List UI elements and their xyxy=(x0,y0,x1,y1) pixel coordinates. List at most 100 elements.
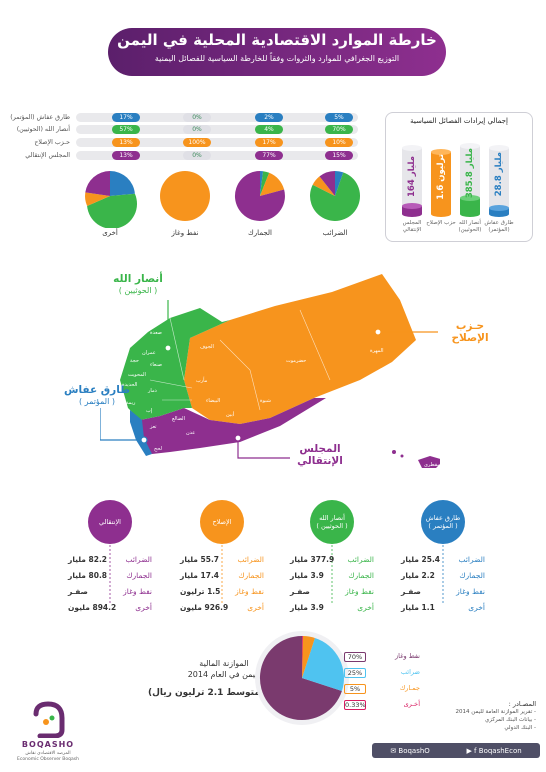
pie-label-other: أخرى xyxy=(102,229,118,237)
sources: المصـادر : - تقرير الموازنة العامة لليمن… xyxy=(455,700,536,731)
table-cell: 0% xyxy=(183,151,211,160)
governorate-label: عمران xyxy=(142,350,156,356)
cylinder-caption-ansar: أنصار الله (الحوثيين) xyxy=(458,220,482,233)
governorate-label: مأرب xyxy=(196,378,208,384)
faction-stat-row: الضرائب 25.4 مليار xyxy=(401,555,485,564)
faction-stat-row: الجمارك 3.9 مليار xyxy=(290,571,374,580)
cylinder-ansar xyxy=(460,143,480,217)
budget-legend-label: نفط وغاز xyxy=(395,652,420,660)
faction-stat-row: الجمارك 80.8 مليار xyxy=(68,571,152,580)
faction-stat-row: نفط وغاز صفـر xyxy=(401,587,485,596)
cylinder-caption-stc: المجلس الإنتقالي xyxy=(402,220,422,233)
pie-charts xyxy=(85,170,361,228)
faction-badge: طارق عفاش( المؤتمر ) xyxy=(421,500,465,544)
budget-legend-label: أخـرى xyxy=(403,700,420,708)
social-handle-1[interactable]: ▶ f BoqashEcon xyxy=(466,746,522,755)
page-title: خارطة الموارد الاقتصادية المحلية في اليم… xyxy=(117,31,437,49)
social-handle-2[interactable]: ✉ BoqashO xyxy=(390,746,430,755)
governorate-label: المهرة xyxy=(370,348,384,354)
pie-label-taxes: الضرائب xyxy=(322,229,348,237)
cylinder-value-stc: 164 مليار xyxy=(407,156,417,197)
revenues-panel-title: إجمالي إيرادات الفصائل السياسية xyxy=(410,117,508,125)
map-label-tareq: طارق عفاش( المؤتمر ) xyxy=(63,384,131,406)
governorate-label: البيضاء xyxy=(206,398,221,404)
budget-pie xyxy=(255,631,349,725)
faction-stat-row: أخرى 1.1 مليار xyxy=(401,603,485,612)
governorate-label: عدن xyxy=(186,430,196,436)
faction-stat-row: الضرائب 55.7 مليار xyxy=(180,555,264,564)
faction-stat-row: الضرائب 377.9 مليار xyxy=(290,555,374,564)
table-row-label: حـزب الإصلاح xyxy=(34,139,70,146)
logo-icon xyxy=(33,701,65,738)
governorate-label: الضالع xyxy=(172,416,185,422)
logo-wordmark: BOQASHO xyxy=(21,740,75,749)
cylinder-caption-tareq: طارق عفاش (المؤتمر) xyxy=(484,220,514,233)
faction-stat-row: أخرى 926.9 مليون xyxy=(180,603,264,612)
table-cell: 10% xyxy=(325,138,353,147)
map-label-islah: حـزب الإصلاح xyxy=(451,320,489,344)
governorate-label: الحديدة xyxy=(122,382,138,388)
table-cell: 13% xyxy=(112,138,140,147)
page-subtitle: التوزيع الجغرافي للموارد والثروات وفقاً … xyxy=(108,54,446,64)
faction-connector xyxy=(109,545,444,605)
table-row-label: طارق عفاش (المؤتمر) xyxy=(10,114,70,121)
table-cell: 0% xyxy=(183,113,211,122)
map-label-stc: المجلس الإنتقالي xyxy=(297,443,343,467)
pie-oil-gas xyxy=(160,171,210,221)
table-row-track xyxy=(76,138,358,147)
map-label-ansar: أنصار الله( الحوثيين ) xyxy=(113,273,163,295)
budget-average: (متوسط 2.1 ترليون ريال) xyxy=(147,688,265,698)
faction-stat-row: الضرائب 82.2 مليار xyxy=(68,555,152,564)
cylinder-tareq xyxy=(489,145,509,217)
table-row-label: المجلس الإنتقالي xyxy=(25,152,70,159)
table-row-track xyxy=(76,125,358,134)
faction-badge: أنصار الله( الحوثيين ) xyxy=(310,500,354,544)
governorate-label: حضرموت xyxy=(286,358,307,364)
budget-legend-pct: 25% xyxy=(344,668,366,678)
governorate-label: شبوة xyxy=(260,398,271,404)
revenues-panel xyxy=(385,112,533,242)
table-row-track xyxy=(76,151,358,160)
governorate-label: ريمة xyxy=(126,400,136,406)
governorate-label: ذمار xyxy=(148,388,157,394)
governorate-label: سقطرى xyxy=(424,462,442,468)
cylinder-value-islah: 1.6 ترليون xyxy=(436,154,446,200)
governorate-label: الجوف xyxy=(200,344,214,350)
faction-stat-row: الجمارك 17.4 مليار xyxy=(180,571,264,580)
governorate-label: تعز xyxy=(150,424,157,430)
cylinder-value-tareq: 28.8 مليار xyxy=(494,152,504,197)
cylinder-caption-islah: حزب الإصلاح xyxy=(426,220,456,226)
governorate-label: حجة xyxy=(130,358,139,364)
governorate-label: صنعاء xyxy=(150,362,163,368)
table-row-label: أنصار الله (الحوثيين) xyxy=(16,126,70,133)
faction-stat-row: أخرى 894.2 مليون xyxy=(68,603,152,612)
table-cell: 70% xyxy=(325,125,353,134)
table-cell: 2% xyxy=(255,113,283,122)
faction-stat-row: نفط وغاز صفـر xyxy=(68,587,152,596)
budget-title: الموازنة المالية لليمن في العام 2014 xyxy=(187,659,261,679)
pie-taxes xyxy=(310,170,361,221)
governorate-label: إب xyxy=(146,408,153,414)
budget-legend-pct: 0.33% xyxy=(344,700,366,710)
table-cell: 57% xyxy=(112,125,140,134)
budget-legend-label: ضرائب xyxy=(400,668,420,676)
budget-legend-label: جمـارك xyxy=(399,684,420,692)
table-row-track xyxy=(76,113,358,122)
table-cell: 0% xyxy=(183,125,211,134)
faction-stat-row: أخرى 3.9 مليار xyxy=(290,603,374,612)
faction-stat-row: نفط وغاز 1.5 ترليون xyxy=(180,587,264,596)
pie-other xyxy=(85,171,137,228)
table-cell: 5% xyxy=(325,113,353,122)
table-cell: 17% xyxy=(255,138,283,147)
pie-customs xyxy=(234,170,285,221)
faction-stat-row: نفط وغاز صفـر xyxy=(290,587,374,596)
budget-legend-pct: 5% xyxy=(344,684,366,694)
governorate-label: أبين xyxy=(226,412,235,418)
yemen-map xyxy=(100,274,440,468)
subtitle-line: التوزيع الجغرافي للموارد والثروات وفقاً … xyxy=(154,54,400,63)
social-bar: ✉ BoqashO ▶ f BoqashEcon xyxy=(372,743,540,758)
table-cell: 100% xyxy=(183,138,211,147)
table-cell: 13% xyxy=(112,151,140,160)
faction-badge: الإنتقالي xyxy=(88,500,132,544)
pie-label-customs: الجمارك xyxy=(248,229,272,237)
